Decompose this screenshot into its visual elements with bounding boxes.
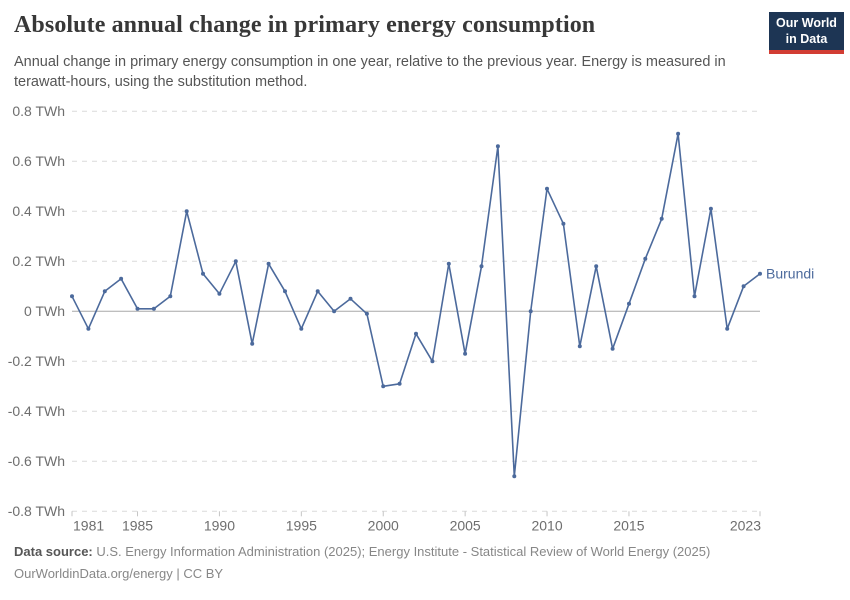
owid-logo-line2: in Data xyxy=(785,31,828,46)
x-axis-tick-label: 2000 xyxy=(368,517,399,533)
owid-logo-line1: Our World xyxy=(776,16,837,30)
data-point[interactable] xyxy=(446,261,451,266)
data-point[interactable] xyxy=(397,381,402,386)
data-point[interactable] xyxy=(86,326,91,331)
data-point[interactable] xyxy=(364,311,369,316)
data-point[interactable] xyxy=(577,344,582,349)
data-point[interactable] xyxy=(184,209,189,214)
data-point[interactable] xyxy=(610,346,615,351)
y-axis-tick-label: 0.4 TWh xyxy=(12,203,65,219)
data-point[interactable] xyxy=(528,309,533,314)
data-point[interactable] xyxy=(676,131,681,136)
data-point[interactable] xyxy=(233,259,238,264)
data-point[interactable] xyxy=(708,206,713,211)
x-axis-tick-label: 1990 xyxy=(204,517,235,533)
y-axis-tick-label: -0.4 TWh xyxy=(8,403,65,419)
license-text: | CC BY xyxy=(172,566,224,581)
data-point[interactable] xyxy=(299,326,304,331)
data-point[interactable] xyxy=(168,294,173,299)
data-point[interactable] xyxy=(381,384,386,389)
line-chart[interactable]: 0.8 TWh 0.6 TWh 0.4 TWh 0.2 TWh 0 TWh -0.2 TW… xyxy=(0,98,850,543)
data-point[interactable] xyxy=(758,271,762,276)
data-point[interactable] xyxy=(70,294,74,299)
x-axis-tick-label: 1985 xyxy=(122,517,153,533)
chart-subtitle: Annual change in primary energy consumpt… xyxy=(14,54,726,90)
data-point[interactable] xyxy=(627,301,631,306)
license-line: OurWorldinData.org/energy | CC BY xyxy=(14,563,834,585)
data-point[interactable] xyxy=(594,264,599,269)
x-axis-tick-label: 1995 xyxy=(286,517,317,533)
data-point[interactable] xyxy=(741,284,746,289)
chart-footer: Data source: U.S. Energy Information Adm… xyxy=(14,541,834,585)
data-point[interactable] xyxy=(545,186,549,191)
data-point[interactable] xyxy=(692,294,697,299)
owid-energy-link[interactable]: OurWorldinData.org/energy xyxy=(14,566,173,581)
data-point[interactable] xyxy=(119,276,124,281)
data-point[interactable] xyxy=(430,359,435,364)
data-source-text: U.S. Energy Information Administration (… xyxy=(92,544,711,559)
data-point[interactable] xyxy=(315,289,320,294)
data-point[interactable] xyxy=(266,261,271,266)
y-axis-tick-label: 0 TWh xyxy=(24,303,65,319)
y-axis-tick-label: -0.8 TWh xyxy=(8,503,65,519)
data-point[interactable] xyxy=(414,331,418,336)
chart-area[interactable]: 0.8 TWh 0.6 TWh 0.4 TWh 0.2 TWh 0 TWh -0.2 TW… xyxy=(0,98,850,543)
x-axis-tick-label: 2005 xyxy=(450,517,481,533)
data-point[interactable] xyxy=(201,271,205,276)
data-point[interactable] xyxy=(725,326,730,331)
data-point[interactable] xyxy=(283,289,287,294)
x-axis-tick-label: 1981 xyxy=(73,517,104,533)
data-point[interactable] xyxy=(250,341,255,346)
y-axis-tick-label: 0.8 TWh xyxy=(12,103,65,119)
data-point[interactable] xyxy=(512,474,517,479)
data-point[interactable] xyxy=(217,291,222,296)
y-axis-tick-label: -0.2 TWh xyxy=(8,353,65,369)
x-axis-tick-label: 2010 xyxy=(531,517,562,533)
data-point[interactable] xyxy=(659,216,664,221)
y-axis-tick-label: -0.6 TWh xyxy=(8,453,65,469)
y-axis-tick-label: 0.2 TWh xyxy=(12,253,65,269)
x-axis-tick-label: 2015 xyxy=(613,517,644,533)
y-axis-tick-label: 0.6 TWh xyxy=(12,153,65,169)
data-point[interactable] xyxy=(479,264,484,269)
data-point[interactable] xyxy=(348,296,353,301)
x-axis-tick-label: 2023 xyxy=(730,517,761,533)
data-point[interactable] xyxy=(332,309,337,314)
page-title: Absolute annual change in primary energy… xyxy=(14,12,596,38)
data-point[interactable] xyxy=(495,144,500,149)
data-point[interactable] xyxy=(151,306,156,311)
data-point[interactable] xyxy=(463,351,468,356)
data-source-line: Data source: U.S. Energy Information Adm… xyxy=(14,541,834,563)
owid-logo[interactable]: Our World in Data xyxy=(769,12,844,54)
data-point[interactable] xyxy=(102,289,107,294)
entity-label[interactable]: Burundi xyxy=(766,265,814,281)
data-line[interactable] xyxy=(71,133,761,478)
data-point[interactable] xyxy=(561,221,566,226)
data-point[interactable] xyxy=(643,256,648,261)
data-point[interactable] xyxy=(135,306,140,311)
data-source-label: Data source: xyxy=(14,544,93,559)
